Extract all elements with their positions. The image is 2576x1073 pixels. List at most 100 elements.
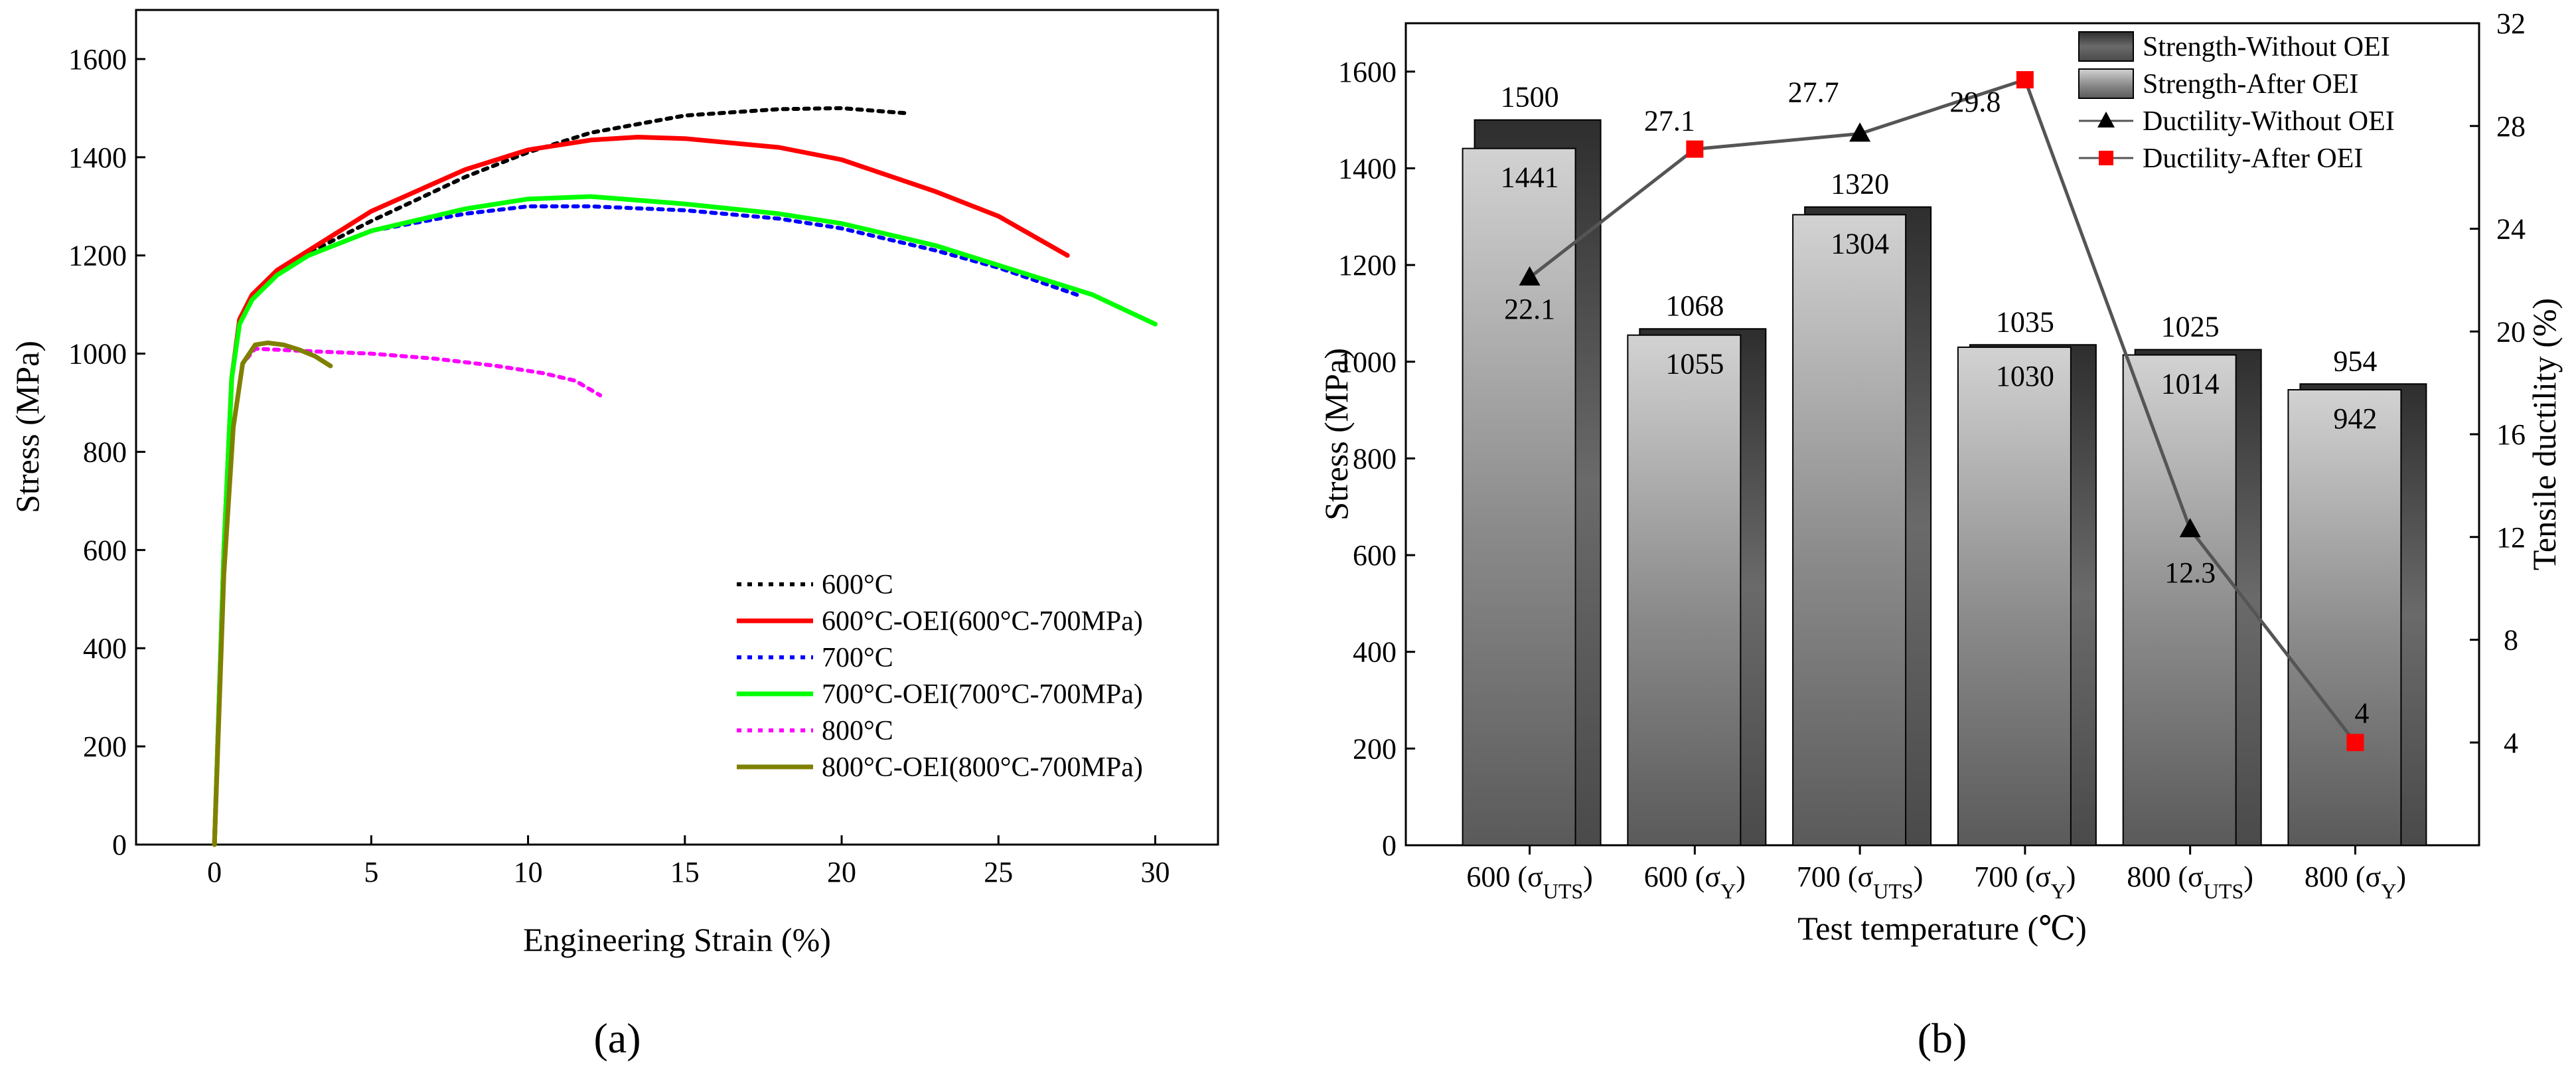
x-tick-label: 5 [364, 856, 378, 888]
panel-a-series [212, 106, 1158, 847]
panel-b-bars: 1500 1441 1068 1055 1320 1304 1035 1030 1025 1014… [1462, 81, 2427, 847]
ductility-value-label: 12.3 [2164, 556, 2216, 589]
bar-label-after-oei: 1030 [1996, 360, 2054, 392]
bar-label-after-oei: 1304 [1831, 227, 1889, 260]
y2-tick-label: 8 [2504, 624, 2518, 657]
legend-swatch [2078, 68, 2134, 99]
bar-label-without-oei: 1068 [1665, 289, 1724, 322]
y-tick-label: 600 [83, 534, 127, 566]
y-tick-label: 1200 [1338, 249, 1397, 282]
bar-label-without-oei: 1500 [1501, 81, 1559, 114]
bar-after-oei [1792, 214, 1907, 846]
ductility-polyline [1529, 77, 2357, 744]
legend-entry: Strength-Without OEI [2143, 32, 2390, 62]
bar-label-after-oei: 1014 [2161, 368, 2220, 400]
series-line [212, 340, 333, 847]
y-tick-label: 800 [83, 436, 127, 468]
bar-label-without-oei: 1320 [1831, 168, 1889, 201]
legend-entry: Ductility-Without OEI [2143, 106, 2395, 137]
x-tick-label: 0 [207, 856, 222, 888]
bar-label-without-oei: 1025 [2161, 311, 2220, 343]
series-line [212, 347, 603, 847]
x-tick-label: 30 [1141, 856, 1170, 888]
bar-after-oei [1627, 334, 1742, 846]
y-tick-label: 0 [1382, 829, 1397, 862]
panel-a-x-axis-title: Engineering Strain (%) [523, 921, 831, 958]
bar-after-oei [1957, 346, 2072, 846]
y2-tick-label: 12 [2496, 521, 2526, 554]
y-tick-label: 600 [1353, 539, 1397, 572]
legend-swatch [2078, 31, 2134, 62]
y-tick-label: 1200 [68, 240, 127, 272]
legend-entry: Ductility-After OEI [2143, 143, 2363, 174]
bar-after-oei [2122, 354, 2237, 846]
bar-label-without-oei: 1035 [1996, 305, 2054, 338]
x-tick-label: 20 [827, 856, 856, 888]
x-tick-label: 25 [984, 856, 1013, 888]
panel-b-x-axis-title: Test temperature (℃) [1797, 910, 2087, 947]
series-line [212, 204, 1079, 847]
y-tick-label: 0 [112, 829, 127, 861]
bar-after-oei [2287, 389, 2402, 846]
panel-a-label: (a) [593, 1015, 641, 1062]
y2-tick-label: 20 [2496, 315, 2526, 348]
y2-tick-label: 28 [2496, 110, 2526, 143]
x-tick-label: 800 (σY) [2305, 861, 2406, 903]
y2-tick-label: 16 [2496, 418, 2526, 451]
legend-entry: 800°C-OEI(800°C-700MPa) [822, 752, 1143, 783]
y-tick-label: 1600 [1338, 56, 1397, 88]
panel-a-plot-frame [135, 9, 1219, 846]
legend-entry: Strength-After OEI [2143, 69, 2358, 100]
bar-label-after-oei: 1055 [1665, 348, 1724, 380]
panel-b-label: (b) [1918, 1015, 1967, 1062]
x-tick-label: 600 (σUTS) [1466, 861, 1592, 903]
y-tick-label: 1000 [1338, 346, 1397, 378]
panel-a-x-ticks: 0 5 10 15 20 25 30 [207, 835, 1170, 888]
bar-after-oei [1462, 147, 1576, 847]
ductility-without-oei-marker [1519, 266, 1541, 286]
ductility-after-oei-marker [2346, 734, 2364, 752]
y-tick-label: 400 [83, 632, 127, 665]
x-tick-label: 10 [514, 856, 543, 888]
x-tick-label: 700 (σY) [1974, 861, 2076, 903]
y-tick-label: 200 [83, 730, 127, 763]
legend-entry: 800°C [822, 716, 893, 746]
y-tick-label: 200 [1353, 732, 1397, 765]
x-tick-label: 600 (σY) [1644, 861, 1746, 903]
x-tick-label: 700 (σUTS) [1797, 861, 1923, 903]
legend-entry: 700°C-OEI(700°C-700MPa) [822, 679, 1143, 710]
ductility-after-oei-marker [1686, 140, 1704, 158]
legend-entry: 700°C [822, 643, 893, 673]
y2-tick-label: 24 [2496, 213, 2526, 246]
y-tick-label: 400 [1353, 636, 1397, 669]
x-tick-label: 15 [670, 856, 700, 888]
y-tick-label: 1600 [68, 43, 127, 76]
y-tick-label: 800 [1353, 442, 1397, 475]
panel-b-y-ticks: 0 200 400 600 800 1000 1200 1400 1600 [1338, 56, 1415, 862]
y-tick-label: 1000 [68, 338, 127, 371]
bar-label-after-oei: 1441 [1501, 161, 1559, 194]
panel-b-y2-ticks: 4 8 12 16 20 24 28 32 [2470, 7, 2526, 759]
panel-b-bar-chart: 1500 1441 1068 1055 1320 1304 1035 1030 1025 1014… [1318, 7, 2563, 1062]
ductility-without-oei-marker [1849, 122, 1871, 142]
ductility-value-label: 29.8 [1949, 86, 2001, 118]
legend-triangle-marker [2097, 112, 2115, 127]
y2-tick-label: 4 [2504, 726, 2518, 759]
panel-b-ductility-line: 22.1 27.1 27.7 29.8 12.3 4 [1504, 71, 2369, 752]
legend-entry: 600°C-OEI(600°C-700MPa) [822, 606, 1143, 637]
ductility-value-label: 22.1 [1504, 293, 1555, 325]
ductility-value-label: 27.1 [1644, 105, 1695, 137]
ductility-value-label: 4 [2354, 697, 2369, 729]
y2-tick-label: 32 [2496, 7, 2526, 40]
panel-a-line-chart: 0 200 400 600 800 1000 1200 1400 1600 0 5 10 15 20 25… [9, 9, 1219, 1062]
y-tick-label: 1400 [1338, 152, 1397, 185]
series-line [212, 106, 907, 847]
ductility-without-oei-marker [2179, 518, 2201, 538]
panel-a-y-ticks: 0 200 400 600 800 1000 1200 1400 1600 [68, 43, 145, 861]
ductility-value-label: 27.7 [1788, 76, 1839, 108]
y-tick-label: 1400 [68, 141, 127, 174]
x-tick-label: 800 (σUTS) [2127, 861, 2253, 903]
panel-b-x-ticks: 600 (σUTS) 600 (σY) 700 (σUTS) 700 (σY) 800 … [1466, 845, 2406, 903]
bar-label-without-oei: 954 [2333, 345, 2377, 377]
